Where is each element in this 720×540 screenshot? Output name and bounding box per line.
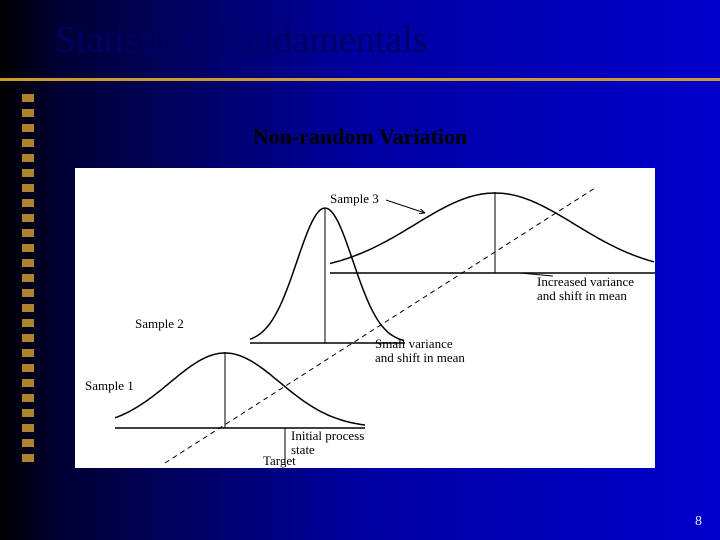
slide-subtitle: Non-random Variation [0, 124, 720, 150]
svg-text:Sample 3: Sample 3 [330, 191, 379, 206]
svg-text:Sample 1: Sample 1 [85, 378, 134, 393]
decorative-dashes [22, 94, 36, 469]
svg-text:and shift in mean: and shift in mean [375, 350, 465, 365]
page-number: 8 [695, 514, 702, 530]
svg-text:and shift in mean: and shift in mean [537, 288, 627, 303]
svg-text:Initial process: Initial process [291, 428, 364, 443]
svg-text:Sample 2: Sample 2 [135, 316, 184, 331]
svg-text:Small variance: Small variance [375, 336, 453, 351]
divider-line [0, 78, 720, 81]
svg-text:state: state [291, 442, 315, 457]
slide-title: Statistical Fundamentals [55, 18, 428, 62]
diagram-figure: Sample 1Sample 2Sample 3TargetInitial pr… [75, 168, 655, 468]
svg-text:Increased variance: Increased variance [537, 274, 634, 289]
